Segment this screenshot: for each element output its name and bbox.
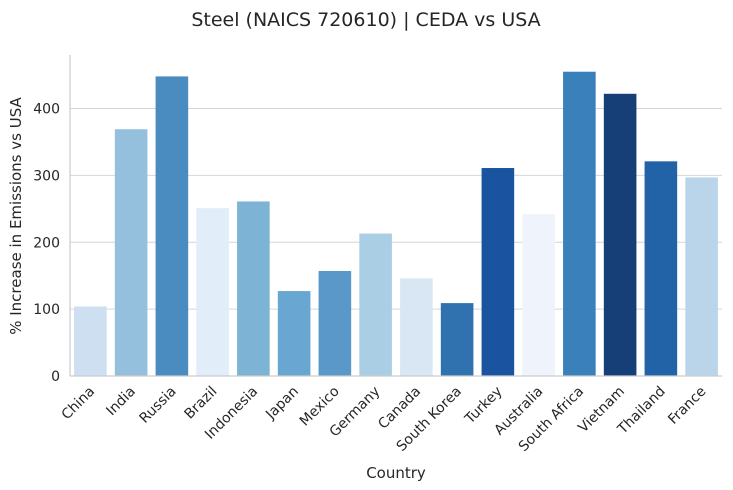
y-tick-label: 0 [51, 369, 60, 385]
bar [481, 168, 515, 376]
y-tick-label: 400 [33, 102, 60, 118]
y-tick-label: 300 [33, 168, 60, 184]
bar [74, 306, 107, 376]
x-axis-label: Country [366, 464, 426, 482]
x-tick-label: France [665, 384, 709, 428]
bar [644, 161, 678, 376]
bar [196, 208, 229, 376]
y-tick-label: 100 [33, 302, 60, 318]
bar [359, 233, 392, 376]
bar [685, 177, 718, 376]
bar [440, 303, 474, 376]
y-tick-label: 200 [33, 235, 60, 251]
bar [114, 129, 148, 376]
bars [74, 71, 718, 377]
bar [318, 271, 352, 376]
bar [277, 291, 311, 376]
bar [603, 93, 637, 376]
bar [400, 278, 433, 376]
chart-title: Steel (NAICS 720610) | CEDA vs USA [191, 9, 540, 31]
x-tick-label: China [59, 384, 99, 424]
x-tick-label: India [103, 384, 139, 420]
x-tick-label: Brazil [182, 384, 221, 423]
bar [522, 214, 555, 376]
y-axis-ticks: 0 100 200 300 400 [33, 102, 60, 386]
y-axis-label: % Increase in Emissions vs USA [7, 97, 25, 335]
bar [563, 71, 596, 376]
x-tick-label: Russia [137, 384, 180, 427]
bar [237, 201, 270, 376]
x-tick-label: Japan [262, 384, 302, 424]
bar [155, 76, 189, 377]
